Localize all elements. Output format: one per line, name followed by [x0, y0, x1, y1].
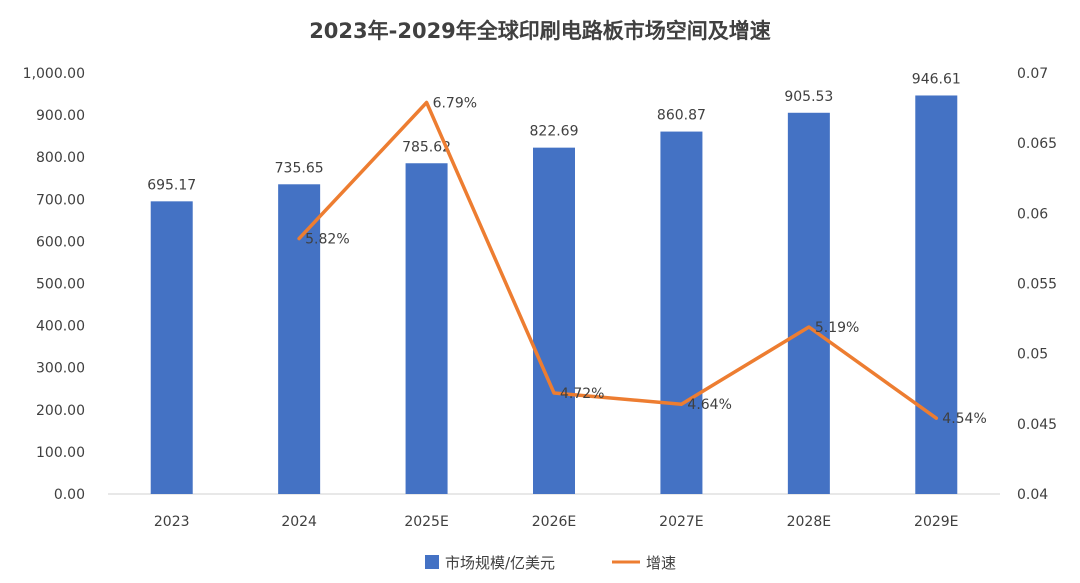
right-tick-label: 0.055: [1017, 277, 1057, 293]
right-tick-label: 0.07: [1017, 66, 1048, 82]
bar: [150, 201, 193, 494]
x-axis: 2023 2024 2025E 2026E 2027E 2028E 2029E: [154, 514, 959, 530]
chart-title: 2023年-2029年全球印刷电路板市场空间及增速: [309, 19, 771, 43]
left-tick-label: 100.00: [36, 445, 85, 461]
x-tick-label: 2023: [154, 514, 190, 530]
left-tick-label: 700.00: [36, 192, 85, 208]
right-tick-label: 0.065: [1017, 136, 1057, 152]
left-tick-label: 600.00: [36, 234, 85, 250]
left-tick-label: 900.00: [36, 108, 85, 124]
bar-data-label: 946.61: [912, 71, 961, 87]
bar-data-label: 905.53: [784, 89, 833, 105]
legend-bar-label: 市场规模/亿美元: [445, 554, 555, 572]
bar: [278, 184, 321, 494]
x-tick-label: 2029E: [914, 514, 958, 530]
legend: 市场规模/亿美元 增速: [425, 554, 676, 572]
left-tick-label: 1,000.00: [23, 66, 85, 82]
bar: [405, 163, 448, 495]
left-tick-label: 0.00: [54, 487, 85, 503]
right-axis: 0.04 0.045 0.05 0.055 0.06 0.065 0.07: [1017, 66, 1057, 503]
growth-line: [297, 100, 939, 420]
right-tick-label: 0.05: [1017, 347, 1048, 363]
x-tick-label: 2028E: [787, 514, 831, 530]
bar-data-label: 822.69: [530, 124, 579, 140]
bar-data-label: 860.87: [657, 108, 706, 124]
line-data-label: 6.79%: [433, 95, 477, 111]
left-tick-label: 200.00: [36, 403, 85, 419]
bar: [915, 95, 958, 495]
line-data-labels: 5.82% 6.79% 4.72% 4.64% 5.19% 4.54%: [305, 95, 987, 427]
line-data-label: 4.54%: [942, 411, 986, 427]
bar: [660, 131, 703, 494]
line-data-label: 5.82%: [305, 232, 349, 248]
bar: [787, 112, 830, 494]
line-series: [297, 100, 939, 420]
left-tick-label: 400.00: [36, 319, 85, 335]
x-tick-label: 2024: [281, 514, 317, 530]
bar-data-label: 785.62: [402, 139, 451, 155]
legend-line-label: 增速: [646, 554, 676, 572]
bar-data-label: 695.17: [147, 177, 196, 193]
x-tick-label: 2027E: [659, 514, 703, 530]
bar-data-label: 735.65: [275, 160, 324, 176]
left-axis: 0.00 100.00 200.00 300.00 400.00 500.00 600.00…: [23, 66, 85, 503]
x-tick-label: 2026E: [532, 514, 576, 530]
left-tick-label: 800.00: [36, 150, 85, 166]
legend-bar-swatch: [425, 555, 439, 569]
line-data-label: 4.64%: [687, 397, 731, 413]
bar: [533, 147, 575, 494]
right-tick-label: 0.045: [1017, 417, 1057, 433]
right-tick-label: 0.04: [1017, 487, 1048, 503]
line-data-label: 5.19%: [815, 320, 859, 336]
bar-series: [150, 95, 958, 495]
line-data-label: 4.72%: [560, 386, 604, 402]
x-tick-label: 2025E: [404, 514, 448, 530]
left-tick-label: 500.00: [36, 277, 85, 293]
bar-data-labels: 695.17 735.65 785.62 822.69 860.87 905.53 946.…: [147, 71, 961, 193]
right-tick-label: 0.06: [1017, 206, 1048, 222]
left-tick-label: 300.00: [36, 361, 85, 377]
